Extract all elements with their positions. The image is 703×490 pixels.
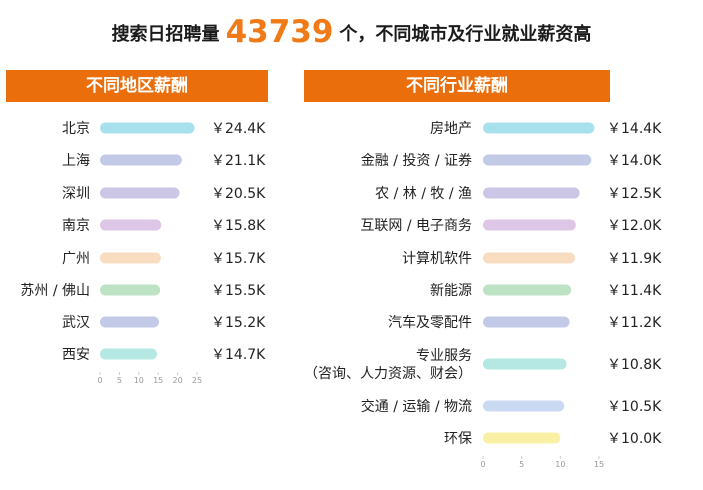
industry-salary-bar: [483, 400, 565, 412]
industry-category-label: 房地产: [430, 121, 472, 137]
region-salary-bar: [100, 284, 161, 296]
region-value-label: ￥24.4K: [211, 121, 266, 137]
headline-suffix: 个，不同城市及行业就业薪资高: [339, 24, 592, 45]
industry-value-label: ￥11.2K: [607, 315, 662, 331]
industry-salary-bar: [483, 432, 561, 444]
region-category-label: 武汉: [62, 315, 90, 331]
region-category-label: 广州: [62, 251, 90, 267]
industry-category-label: 专业服务（咨询、人力资源、财会）: [304, 348, 472, 382]
industry-salary-bar: [483, 358, 567, 370]
industry-salary-bar: [483, 316, 570, 328]
region-value-label: ￥15.2K: [211, 315, 266, 331]
region-value-label: ￥21.1K: [211, 153, 266, 169]
headline-prefix: 搜索日招聘量: [111, 24, 220, 45]
industry-category-label: 计算机软件: [402, 251, 472, 267]
region-tick-label: 10: [134, 376, 144, 385]
region-category-label: 苏州 / 佛山: [20, 283, 90, 299]
industry-category-label: 环保: [444, 431, 472, 447]
region-value-label: ￥14.7K: [211, 347, 266, 363]
industry-category-label: 农 / 林 / 牧 / 渔: [375, 186, 472, 202]
region-salary-bar: [100, 122, 195, 134]
industry-value-label: ￥10.8K: [607, 357, 662, 373]
industry-tick-label: 15: [594, 460, 604, 469]
region-salary-bar: [100, 316, 159, 328]
region-value-label: ￥20.5K: [211, 186, 266, 202]
region-tick-label: 20: [173, 376, 183, 385]
industry-category-label: 交通 / 运输 / 物流: [361, 398, 472, 415]
region-category-label: 深圳: [62, 186, 90, 202]
region-tick-label: 0: [97, 376, 102, 385]
region-salary-bar: [100, 154, 182, 166]
region-salary-banner: 不同地区薪酬: [6, 70, 268, 102]
region-value-label: ￥15.8K: [211, 218, 266, 234]
industry-category-label: 汽车及零配件: [388, 314, 472, 331]
region-value-label: ￥15.7K: [211, 251, 266, 267]
industry-salary-bar: [483, 284, 572, 296]
industry-value-label: ￥12.0K: [607, 218, 662, 234]
industry-value-label: ￥14.0K: [607, 153, 662, 169]
region-category-label: 上海: [62, 153, 90, 169]
region-tick-label: 5: [117, 376, 122, 385]
industry-salary-banner: 不同行业薪酬: [304, 70, 610, 102]
region-salary-bar: [100, 348, 158, 360]
headline: 搜索日招聘量 43739 个，不同城市及行业就业薪资高: [0, 12, 703, 50]
industry-salary-bar: [483, 187, 580, 199]
industry-category-label: 金融 / 投资 / 证券: [361, 153, 472, 169]
industry-value-label: ￥10.5K: [607, 399, 662, 415]
region-tick-label: 25: [192, 376, 202, 385]
industry-salary-bar: [483, 219, 576, 231]
region-category-label: 北京: [62, 121, 90, 137]
industry-category-label: 新能源: [430, 283, 472, 299]
region-value-label: ￥15.5K: [211, 283, 266, 299]
region-salary-bar: [100, 187, 180, 199]
industry-tick-label: 0: [480, 460, 485, 469]
industry-tick-label: 10: [555, 460, 565, 469]
industry-salary-bar: [483, 252, 576, 264]
region-tick-label: 15: [153, 376, 163, 385]
industry-tick-label: 5: [519, 460, 524, 469]
industry-value-label: ￥10.0K: [607, 431, 662, 447]
industry-category-label: 互联网 / 电子商务: [360, 218, 472, 234]
job-count: 43739: [225, 14, 334, 50]
region-category-label: 南京: [62, 218, 90, 234]
region-category-label: 西安: [62, 347, 90, 363]
industry-salary-bar: [483, 154, 592, 166]
industry-value-label: ￥11.4K: [607, 283, 662, 299]
region-salary-bar: [100, 252, 161, 264]
industry-value-label: ￥12.5K: [607, 186, 662, 202]
industry-salary-bar: [483, 122, 595, 134]
industry-value-label: ￥14.4K: [607, 121, 662, 137]
industry-value-label: ￥11.9K: [607, 251, 662, 267]
region-salary-bar: [100, 219, 162, 231]
